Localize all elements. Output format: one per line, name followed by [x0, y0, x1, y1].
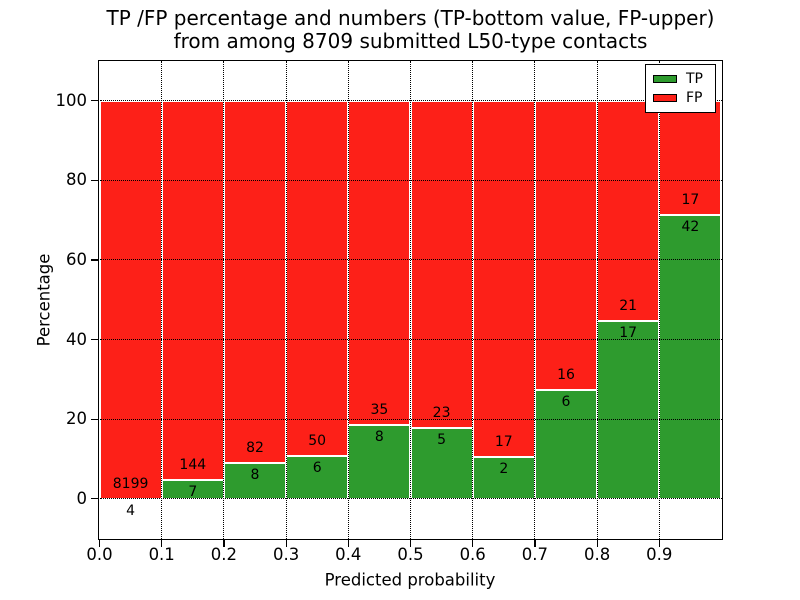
fp-count-label: 144 [179, 457, 207, 474]
tp-bar-segment [659, 215, 722, 499]
tp-bar-segment [348, 424, 411, 499]
x-tick-label: 0.9 [646, 545, 673, 564]
x-axis-tick [223, 540, 225, 547]
tp-bar-segment [472, 456, 535, 499]
x-tick-label: 0.2 [210, 545, 238, 564]
y-tick-label: 60 [66, 249, 87, 269]
y-axis-tick [91, 418, 98, 420]
tp-bar-segment [286, 456, 349, 499]
fp-count-label: 35 [370, 401, 389, 418]
x-tick-label: 0.8 [583, 545, 611, 564]
x-tick-label: 0.1 [148, 545, 175, 564]
x-tick-label: 0.0 [86, 545, 113, 564]
fp-bar-segment [659, 100, 722, 216]
tp-count-label: 6 [561, 394, 571, 411]
gridline-vertical [472, 61, 474, 539]
x-axis-tick [658, 540, 660, 547]
gridline-vertical [285, 61, 287, 539]
fp-count-label: 16 [557, 367, 575, 384]
chart-title: TP /FP percentage and numbers (TP-bottom… [99, 7, 722, 53]
tp-count-label: 17 [619, 324, 638, 341]
gridline-vertical [223, 61, 225, 539]
fp-count-label: 82 [246, 440, 264, 457]
y-axis-tick [91, 259, 98, 261]
fp-bar-segment [348, 100, 411, 425]
y-tick-label: 40 [66, 329, 87, 349]
tp-count-label: 5 [437, 431, 447, 448]
y-axis-tick [91, 338, 98, 341]
fp-legend-swatch-icon [653, 94, 677, 102]
x-axis-tick [161, 540, 163, 547]
fp-count-label: 23 [432, 404, 451, 421]
x-axis-tick [472, 540, 474, 547]
legend: TP FP [645, 64, 716, 113]
fp-bar-segment [534, 100, 598, 391]
legend-item-fp: FP [653, 91, 708, 105]
gridline-vertical [410, 61, 411, 539]
gridline-vertical [534, 61, 536, 539]
tp-bar-segment [534, 390, 598, 499]
y-tick-label: 80 [66, 170, 87, 190]
y-tick-label: 0 [76, 488, 88, 508]
gridline-vertical [347, 61, 349, 539]
fp-legend-label: FP [686, 90, 703, 106]
fp-bar-segment [472, 100, 535, 457]
tp-bar-segment [161, 480, 224, 499]
fp-bar-segment [161, 100, 224, 481]
fp-bar-segment [410, 100, 473, 428]
tp-count-label: 7 [188, 484, 198, 501]
fp-count-label: 50 [308, 433, 327, 450]
y-axis-tick [91, 498, 98, 500]
tp-count-label: 2 [499, 460, 509, 477]
x-axis-tick [596, 540, 598, 547]
x-axis-tick [98, 540, 101, 547]
fp-bar-segment [99, 100, 162, 499]
tp-bar-segment [223, 463, 287, 499]
tp-bar-segment [597, 320, 660, 499]
gridline-vertical [596, 61, 598, 539]
x-tick-label: 0.6 [459, 545, 486, 564]
tp-count-label: 8 [374, 428, 384, 445]
fp-count-label: 17 [681, 192, 700, 209]
tp-count-label: 4 [126, 502, 136, 519]
tp-bar-segment [410, 427, 473, 499]
x-tick-label: 0.3 [272, 545, 300, 564]
chart-title-line-2: from among 8709 submitted L50-type conta… [173, 29, 648, 53]
gridline-vertical [658, 61, 660, 539]
fp-count-label: 21 [619, 297, 638, 314]
x-axis-tick [534, 540, 536, 547]
fp-count-label: 8199 [112, 475, 149, 492]
legend-item-tp: TP [653, 72, 708, 86]
y-tick-label: 20 [66, 409, 87, 429]
tp-count-label: 42 [681, 219, 700, 236]
fp-bar-segment [223, 100, 287, 464]
x-axis-tick [285, 540, 287, 547]
fp-count-label: 17 [494, 433, 513, 450]
tp-count-label: 6 [312, 460, 322, 477]
x-tick-label: 0.7 [521, 545, 549, 564]
y-axis-tick [91, 100, 98, 102]
tp-count-label: 8 [250, 467, 260, 484]
x-tick-label: 0.5 [397, 545, 424, 564]
x-tick-label: 0.4 [335, 545, 362, 564]
x-axis-label: Predicted probability [324, 570, 496, 590]
y-tick-label: 100 [55, 90, 88, 110]
gridline-vertical [161, 61, 163, 539]
fp-bar-segment [597, 100, 660, 321]
y-axis-tick [91, 179, 98, 182]
tp-legend-swatch-icon [653, 75, 677, 83]
fp-bar-segment [286, 100, 349, 457]
x-axis-tick [409, 540, 412, 547]
chart-title-line-1: TP /FP percentage and numbers (TP-bottom… [106, 6, 715, 30]
tp-legend-label: TP [686, 71, 703, 87]
x-axis-tick [347, 540, 349, 547]
